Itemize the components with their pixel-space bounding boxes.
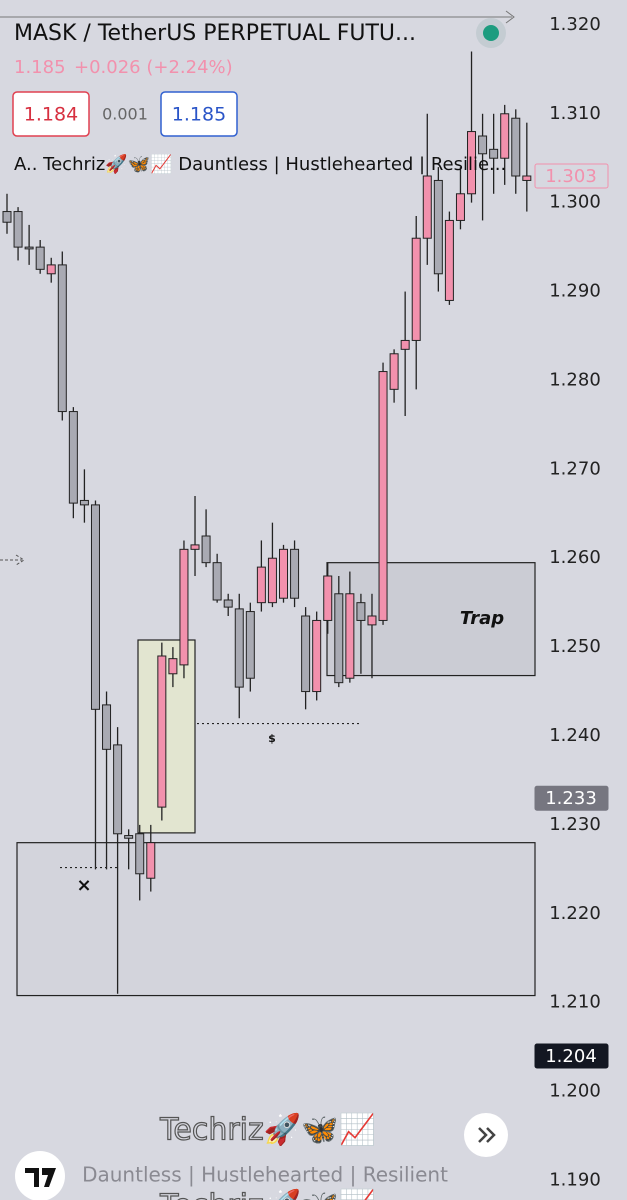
y-tick-label: 1.290 xyxy=(549,281,601,302)
candle-body xyxy=(245,611,255,679)
candle-body xyxy=(444,219,454,301)
sell-button[interactable] xyxy=(12,91,90,137)
candle-body xyxy=(113,744,123,835)
candle-body xyxy=(433,179,443,275)
candle-body xyxy=(201,535,211,564)
candle-body xyxy=(323,575,333,621)
candle-body xyxy=(500,113,510,159)
candle-body xyxy=(312,619,322,693)
candle-body xyxy=(378,371,388,621)
zone-label: Trap xyxy=(460,608,504,629)
annotation: × xyxy=(76,875,91,896)
y-tick-label: 1.220 xyxy=(549,903,601,924)
candle-body xyxy=(367,615,377,626)
candle-body xyxy=(478,135,488,155)
y-tick-label: 1.280 xyxy=(549,369,601,390)
y-tick-label: 1.190 xyxy=(549,1169,601,1190)
candle-body xyxy=(223,599,233,608)
y-tick-label: 1.320 xyxy=(549,14,601,35)
logo-mark xyxy=(25,1168,56,1187)
candle-body xyxy=(522,175,532,181)
indicator-legend[interactable]: A.. Techriz🚀🦋📈 Dauntless | Hustlehearted… xyxy=(14,153,506,175)
candle-body xyxy=(90,504,100,710)
candle-body xyxy=(267,557,277,604)
candle-body xyxy=(455,193,465,221)
top-arrow xyxy=(505,10,515,24)
plot: Trap × $ xyxy=(2,51,536,997)
candle-body xyxy=(345,593,355,679)
candle-body xyxy=(24,246,34,250)
y-tick-label: 1.300 xyxy=(549,192,601,213)
zone xyxy=(137,639,196,834)
candle-body xyxy=(301,615,311,693)
candle-body xyxy=(168,658,178,675)
symbol-title[interactable]: MASK / TetherUS PERPETUAL FUTU... xyxy=(14,21,416,46)
candle-body xyxy=(157,655,167,808)
candle-body xyxy=(35,246,45,270)
candle-body xyxy=(400,339,410,350)
buy-button[interactable] xyxy=(160,91,238,137)
y-tick-label: 1.240 xyxy=(549,725,601,746)
candle-body xyxy=(146,842,156,879)
watermark-name: Techriz🚀🦋📈 xyxy=(159,1112,376,1148)
candle-body xyxy=(290,548,300,599)
candle-body xyxy=(489,148,499,159)
price-badge xyxy=(534,163,609,189)
zone xyxy=(16,842,536,997)
logo[interactable] xyxy=(15,1151,65,1200)
candle-body xyxy=(212,562,222,601)
candle-body xyxy=(356,602,366,621)
left-arrow xyxy=(0,554,25,566)
candle-body xyxy=(389,353,399,390)
watermark-tagline: Dauntless | Hustlehearted | Resilient xyxy=(82,1163,448,1187)
candle-body xyxy=(179,548,189,666)
y-tick-label: 1.210 xyxy=(549,992,601,1013)
candle-body xyxy=(46,264,56,275)
status-dot xyxy=(483,25,499,41)
price-badge-label: 1.233 xyxy=(545,788,597,809)
price-badge-label: 1.303 xyxy=(545,166,597,187)
y-tick-label: 1.260 xyxy=(549,547,601,568)
candle-body xyxy=(57,264,67,413)
candle-body xyxy=(102,704,112,750)
candle-body xyxy=(13,211,23,248)
scroll-icon xyxy=(478,1127,496,1143)
candle-body xyxy=(234,608,244,688)
price-badge xyxy=(534,1043,609,1069)
y-tick-label: 1.230 xyxy=(549,814,601,835)
last-price: 1.185 xyxy=(14,57,66,78)
candle-body xyxy=(411,237,421,341)
sell-price[interactable]: 1.184 xyxy=(24,104,78,126)
annotation: $ xyxy=(268,732,276,745)
y-tick-label: 1.270 xyxy=(549,458,601,479)
spread: 0.001 xyxy=(102,105,148,124)
buy-price[interactable]: 1.185 xyxy=(172,104,226,126)
candle-body xyxy=(422,175,432,239)
candle-body xyxy=(190,544,200,550)
candle-body xyxy=(135,833,145,875)
watermark-name-repeat: Techriz🚀🦋📈 xyxy=(159,1188,376,1200)
candle-body xyxy=(2,211,12,223)
price-change: +0.026 (+2.24%) xyxy=(74,57,233,78)
candle-body xyxy=(79,499,89,506)
candle-body xyxy=(334,593,344,684)
y-tick-label: 1.310 xyxy=(549,103,601,124)
candle-body xyxy=(124,835,134,839)
candle-body xyxy=(467,131,477,195)
y-tick-label: 1.250 xyxy=(549,636,601,657)
candle-body xyxy=(68,411,78,504)
y-tick-label: 1.200 xyxy=(549,1081,601,1102)
candle-body xyxy=(256,566,266,604)
price-badge-label: 1.204 xyxy=(545,1046,597,1067)
price-badge xyxy=(534,785,609,811)
candle-body xyxy=(511,117,521,177)
candle-body xyxy=(279,548,288,599)
